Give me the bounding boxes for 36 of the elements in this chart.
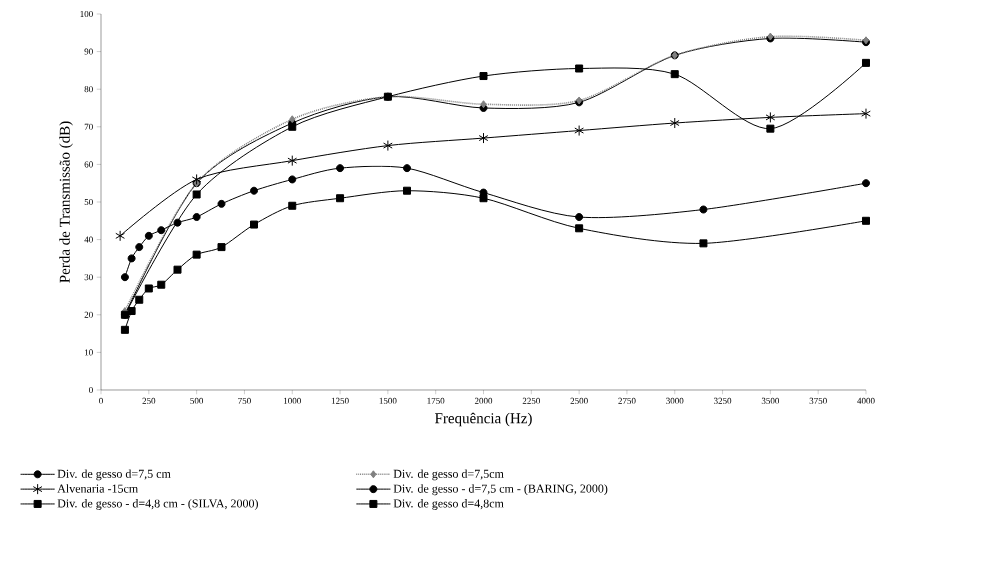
y-tick-label: 60: [84, 161, 93, 168]
y-tick-label: 30: [84, 274, 93, 281]
y-tick-label: 0: [89, 386, 93, 394]
x-tick-label: 2000: [474, 397, 493, 404]
x-tick-label: 750: [238, 397, 251, 404]
x-tick-label: 3000: [666, 397, 684, 404]
y-tick-label: 70: [84, 123, 93, 130]
y-tick-label: 100: [80, 10, 93, 18]
x-tick-label: 2750: [618, 397, 636, 404]
x-tick-label: 3750: [809, 397, 827, 404]
legend-label: Alvenaria -15cm: [57, 484, 138, 493]
x-tick-label: 3250: [713, 397, 732, 404]
x-tick-label: 2250: [522, 397, 540, 404]
y-tick-label: 90: [84, 48, 93, 55]
legend-label: Div. de gesso d=7,5 cm: [57, 469, 171, 481]
x-tick-label: 500: [190, 397, 204, 404]
legend-label: Div. de gesso - d=4,8 cm - (SILVA, 2000): [57, 499, 258, 510]
x-tick-label: 0: [99, 397, 103, 404]
x-tick-label: 3500: [761, 397, 780, 404]
x-tick-label: 250: [142, 397, 156, 404]
x-tick-label: 1500: [379, 397, 397, 404]
legend-label: Div. de gesso d=7,5cm: [393, 469, 504, 481]
x-tick-label: 4000: [857, 397, 875, 404]
x-tick-label: 1250: [331, 397, 349, 404]
x-tick-label: 1750: [427, 397, 445, 404]
x-tick-label: 2500: [570, 397, 588, 404]
y-axis-title: Perda de Transmissão (dB): [59, 121, 73, 283]
y-tick-label: 20: [84, 311, 93, 318]
y-tick-label: 40: [84, 236, 93, 243]
y-tick-label: 50: [84, 198, 93, 206]
y-tick-label: 10: [84, 349, 93, 356]
legend-label: Div. de gesso d=4,8cm: [393, 499, 504, 510]
x-axis-title: Frequência (Hz): [435, 412, 532, 427]
legend-label: Div. de gesso - d=7,5 cm - (BARING, 2000): [393, 484, 608, 496]
y-tick-label: 80: [84, 86, 93, 93]
x-tick-label: 1000: [284, 397, 301, 404]
